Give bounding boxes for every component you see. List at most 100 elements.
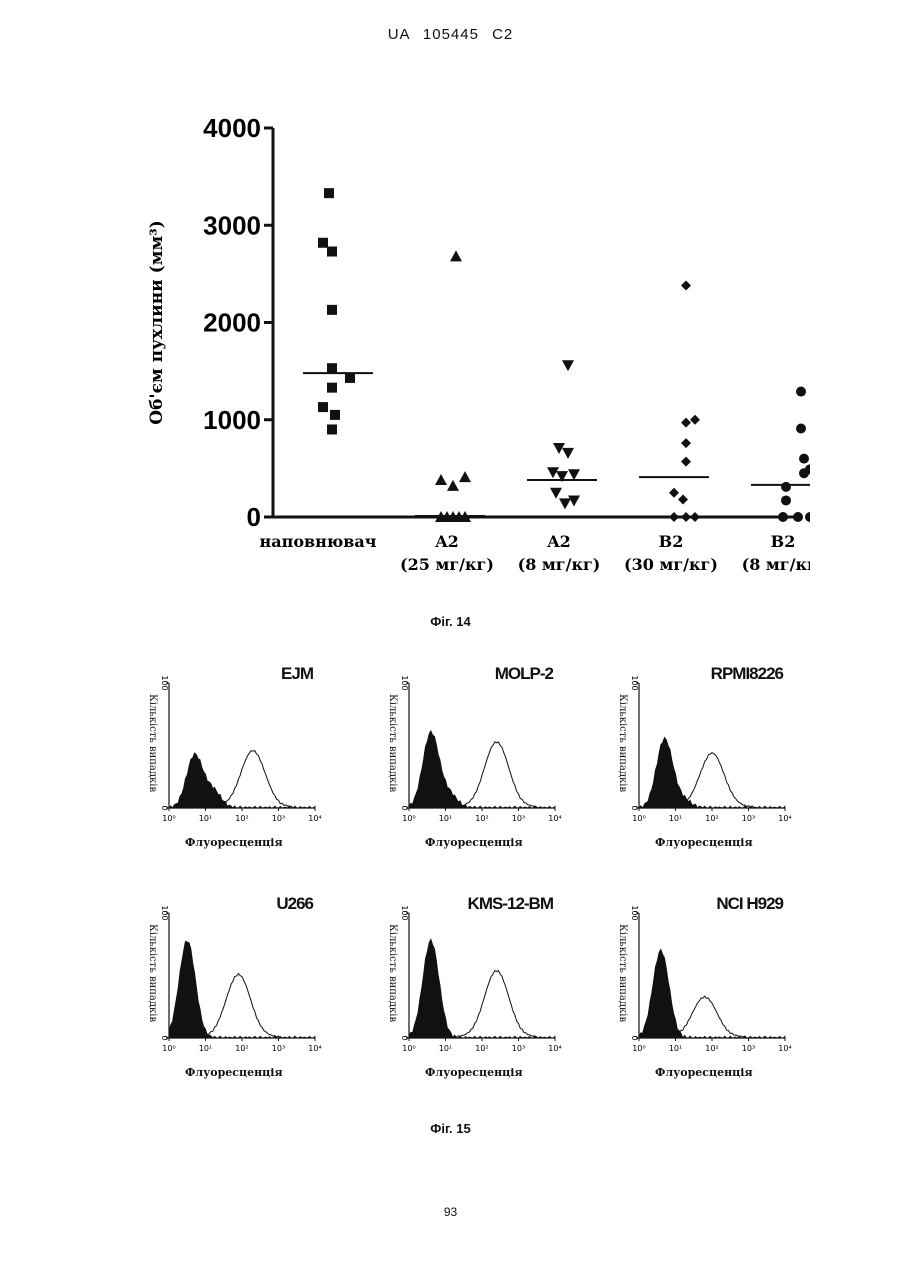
data-point	[678, 494, 688, 504]
y-tick-label: 2000	[203, 308, 261, 338]
data-point	[690, 512, 700, 522]
x-tick-label: 10⁰	[162, 1044, 175, 1053]
x-tick-label: 10³	[272, 814, 285, 823]
data-point	[805, 512, 810, 522]
y-tick-label: 0	[160, 1035, 169, 1040]
x-tick-label: 10²	[705, 1044, 718, 1053]
x-tick-label: 10²	[705, 814, 718, 823]
data-point	[435, 474, 447, 485]
patent-header: UA 105445 C2	[0, 26, 901, 43]
data-point	[318, 238, 328, 248]
data-point	[681, 418, 691, 428]
x-category-sublabel: (8 мг/кг)	[518, 555, 601, 574]
x-tick-label: 10¹	[669, 814, 682, 823]
x-tick-label: 10⁰	[402, 814, 415, 823]
x-category-sublabel: (25 мг/кг)	[400, 555, 494, 574]
data-point	[447, 480, 459, 491]
y-tick-label: 100	[630, 905, 639, 920]
histogram-plot: 010010⁰10¹10²10³10⁴	[145, 660, 335, 860]
histogram-plot: 0 100 10⁰ 10¹ 10² 10³ 10⁴	[615, 890, 805, 1090]
data-point	[450, 250, 462, 261]
data-point	[568, 495, 580, 506]
x-tick-label: 10¹	[199, 1044, 212, 1053]
y-tick-label: 100	[630, 675, 639, 690]
data-point	[327, 424, 337, 434]
x-tick-label: 10³	[742, 814, 755, 823]
data-point	[690, 415, 700, 425]
histogram-plot: 010010⁰10¹10²10³10⁴	[385, 660, 575, 860]
x-tick-label: 10³	[272, 1044, 285, 1053]
x-tick-label: 10³	[512, 1044, 525, 1053]
histogram-title: EJM	[281, 664, 313, 684]
x-tick-label: 10⁴	[778, 814, 791, 823]
data-point	[781, 495, 791, 505]
y-tick-label: 0	[400, 805, 409, 810]
data-point	[778, 512, 788, 522]
x-category-label: A2	[434, 532, 459, 551]
data-point	[681, 457, 691, 467]
y-tick-label: 0	[160, 805, 169, 810]
x-tick-label: 10¹	[669, 1044, 682, 1053]
data-point	[459, 471, 471, 482]
histogram-y-label: Кількість випадків	[147, 694, 158, 792]
histogram-y-label: Кількість випадків	[387, 924, 398, 1022]
data-point	[330, 410, 340, 420]
x-tick-label: 10⁰	[402, 1044, 415, 1053]
y-tick-label: 100	[400, 675, 409, 690]
histogram-plot: 0 100 10⁰ 10¹ 10² 10³ 10⁴	[145, 890, 335, 1090]
data-point	[681, 438, 691, 448]
y-tick-label: 0	[247, 502, 261, 532]
data-point	[327, 247, 337, 257]
data-point	[327, 363, 337, 373]
histogram-panel: 010010⁰10¹10²10³10⁴KMS-12-BMКількість ви…	[385, 890, 575, 1090]
data-point	[559, 498, 571, 509]
histogram-panel: 010010⁰10¹10²10³10⁴NCI H929Кількість вип…	[615, 890, 805, 1090]
histogram-title: NCI H929	[716, 894, 783, 914]
data-point	[327, 305, 337, 315]
histogram-x-label: Флуоресценція	[185, 1066, 283, 1079]
x-tick-label: 10⁴	[548, 814, 561, 823]
filled-histogram	[169, 753, 315, 808]
data-point	[324, 188, 334, 198]
x-tick-label: 10³	[742, 1044, 755, 1053]
histogram-panel: 010010⁰10¹10²10³10⁴U266Кількість випадкі…	[145, 890, 335, 1090]
data-point	[562, 448, 574, 459]
x-category-sublabel: (30 мг/кг)	[624, 555, 718, 574]
y-tick-label: 100	[400, 905, 409, 920]
data-point	[669, 512, 679, 522]
histogram-x-label: Флуоресценція	[655, 1066, 753, 1079]
data-point	[327, 383, 337, 393]
data-point	[550, 488, 562, 499]
data-point	[568, 469, 580, 480]
x-tick-label: 10²	[475, 814, 488, 823]
histogram-title: KMS-12-BM	[468, 894, 553, 914]
x-tick-label: 10⁰	[162, 814, 175, 823]
x-tick-label: 10⁰	[632, 1044, 645, 1053]
y-tick-label: 100	[160, 905, 169, 920]
x-tick-label: 10²	[475, 1044, 488, 1053]
data-point	[681, 512, 691, 522]
data-point	[681, 281, 691, 291]
filled-histogram	[409, 939, 555, 1038]
data-point	[799, 454, 809, 464]
y-tick-label: 3000	[203, 210, 261, 240]
x-category-label: B2	[771, 532, 796, 551]
x-category-label: наповнювач	[260, 532, 377, 551]
x-tick-label: 10²	[235, 1044, 248, 1053]
y-tick-label: 0	[630, 1035, 639, 1040]
histogram-y-label: Кількість випадків	[387, 694, 398, 792]
data-point	[796, 387, 806, 397]
x-tick-label: 10⁴	[308, 1044, 321, 1053]
data-point	[796, 424, 806, 434]
x-tick-label: 10¹	[199, 814, 212, 823]
filled-histogram	[639, 949, 785, 1038]
histogram-panel: 010010⁰10¹10²10³10⁴MOLP-2Кількість випад…	[385, 660, 575, 860]
page-number: 93	[0, 1205, 901, 1219]
x-tick-label: 10⁴	[308, 814, 321, 823]
histogram-x-label: Флуоресценція	[425, 1066, 523, 1079]
x-tick-label: 10⁴	[778, 1044, 791, 1053]
histogram-title: U266	[276, 894, 313, 914]
x-tick-label: 10¹	[439, 1044, 452, 1053]
histogram-x-label: Флуоресценція	[425, 836, 523, 849]
data-point	[669, 488, 679, 498]
